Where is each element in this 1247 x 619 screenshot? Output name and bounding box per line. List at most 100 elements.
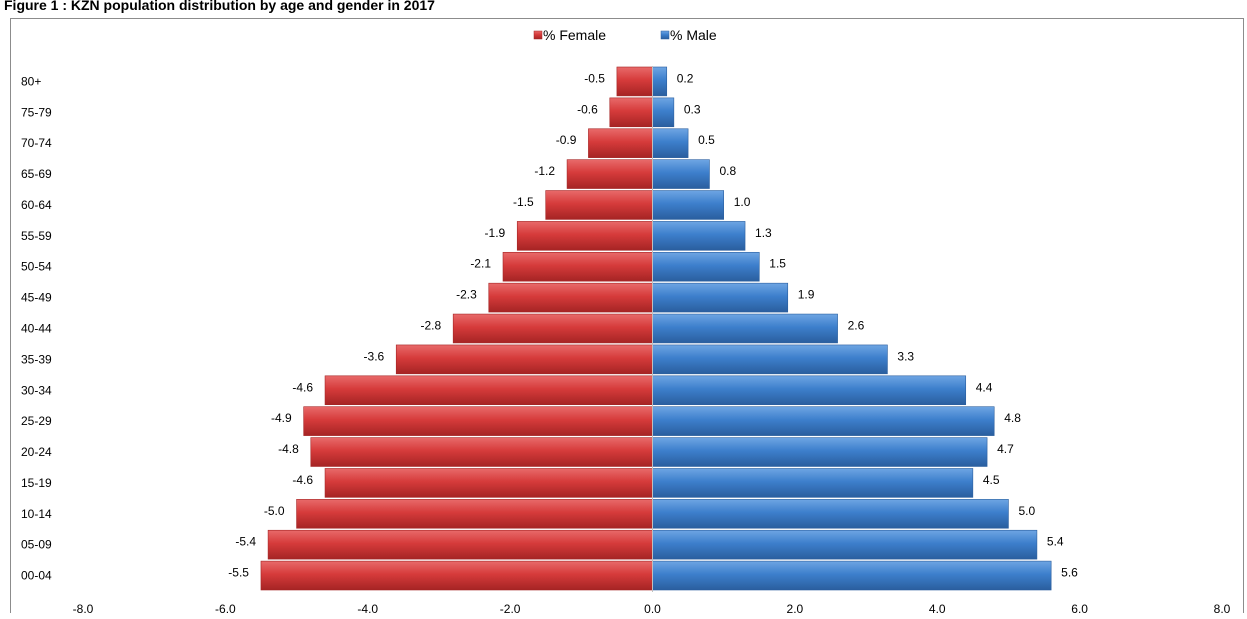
female-bar	[566, 159, 653, 189]
category-label: 60-64	[21, 198, 52, 212]
male-data-label: 5.0	[1018, 504, 1035, 518]
male-bar	[652, 128, 689, 158]
category-label: 10-14	[21, 507, 52, 521]
male-bar	[652, 344, 888, 375]
x-tick-label: -6.0	[215, 602, 236, 616]
x-tick-label: -4.0	[357, 602, 378, 616]
bars: -5.5 5.6 -5.4 5.4 -5.0 5.0 -4.6 4.5 -4.8 4.7 -4.9 4…	[228, 66, 1078, 591]
female-bar	[310, 437, 653, 467]
male-bar	[652, 375, 967, 406]
female-data-label: -5.5	[228, 566, 249, 580]
male-data-label: 4.4	[976, 380, 993, 394]
x-tick-label: 0.0	[644, 602, 661, 616]
x-tick-label: -8.0	[73, 602, 94, 616]
category-label: 70-74	[21, 136, 52, 150]
female-bar	[516, 221, 653, 251]
female-bar	[267, 529, 653, 560]
category-label: 00-04	[21, 569, 52, 583]
female-data-label: -0.9	[556, 133, 577, 147]
female-bar	[616, 66, 653, 97]
female-data-label: -4.6	[292, 473, 313, 487]
male-data-label: 2.6	[848, 319, 865, 333]
female-bar	[488, 282, 653, 313]
female-data-label: -5.0	[264, 504, 285, 518]
male-data-label: 1.0	[734, 195, 751, 209]
male-data-label: 4.8	[1004, 411, 1021, 425]
female-bar	[588, 128, 653, 158]
female-bar	[609, 97, 653, 128]
male-data-label: 4.5	[983, 473, 1000, 487]
male-bar	[652, 282, 789, 313]
female-data-label: -4.6	[292, 380, 313, 394]
female-bar	[502, 251, 653, 282]
chart-title: Figure 1 : KZN population distribution b…	[4, 0, 435, 13]
female-bar	[395, 344, 653, 375]
female-data-label: -4.9	[271, 411, 292, 425]
female-bar	[452, 313, 653, 344]
category-label: 80+	[21, 74, 41, 88]
female-data-label: -1.9	[485, 226, 506, 240]
category-label: 15-19	[21, 476, 52, 490]
female-bar	[296, 499, 653, 529]
male-bar	[652, 159, 710, 189]
legend-female-swatch	[533, 30, 543, 40]
male-bar	[652, 251, 760, 282]
female-bar	[324, 375, 653, 406]
category-label: 40-44	[21, 322, 52, 336]
male-bar	[652, 190, 724, 220]
x-tick-label: 2.0	[787, 602, 804, 616]
male-bar	[652, 499, 1009, 529]
x-tick-label: 4.0	[929, 602, 946, 616]
x-tick-label: -2.0	[500, 602, 521, 616]
female-bar	[324, 468, 653, 498]
male-bar	[652, 468, 974, 498]
male-data-label: 0.8	[719, 164, 736, 178]
category-label: 30-34	[21, 383, 52, 397]
female-data-label: -0.6	[577, 102, 598, 116]
male-data-label: 0.5	[698, 133, 715, 147]
female-bar	[303, 406, 653, 436]
male-data-label: 1.3	[755, 226, 772, 240]
male-bar	[652, 560, 1052, 591]
male-bar	[652, 97, 675, 128]
category-label: 50-54	[21, 260, 52, 274]
female-data-label: -4.8	[278, 442, 299, 456]
male-data-label: 5.4	[1047, 535, 1064, 549]
male-data-label: 5.6	[1061, 566, 1078, 580]
male-data-label: 3.3	[897, 349, 914, 363]
male-bar	[652, 406, 995, 436]
legend-male-swatch	[660, 30, 670, 40]
male-bar	[652, 313, 838, 344]
male-data-label: 0.3	[684, 102, 701, 116]
category-label: 65-69	[21, 167, 52, 181]
female-data-label: -5.4	[235, 535, 256, 549]
x-tick-label: 8.0	[1214, 602, 1231, 616]
male-bar	[652, 437, 988, 467]
chart-frame	[10, 18, 1244, 613]
legend-male-label: % Male	[670, 27, 717, 43]
female-data-label: -1.2	[534, 164, 555, 178]
male-data-label: 1.5	[769, 257, 786, 271]
male-bar	[652, 66, 668, 97]
x-tick-label: 6.0	[1071, 602, 1088, 616]
female-data-label: -2.1	[470, 257, 491, 271]
female-bar	[545, 190, 653, 220]
male-bar	[652, 221, 746, 251]
legend-female-label: % Female	[543, 27, 606, 43]
category-label: 05-09	[21, 538, 52, 552]
female-data-label: -0.5	[584, 71, 605, 85]
male-data-label: 4.7	[997, 442, 1014, 456]
legend: % Female % Male	[533, 27, 717, 43]
male-bar	[652, 529, 1038, 560]
category-label: 20-24	[21, 445, 52, 459]
category-label: 75-79	[21, 105, 52, 119]
axes: 00-04 05-09 10-14 15-19 20-24 25-29 30-34 35-39…	[21, 66, 1231, 616]
female-bar	[260, 560, 653, 591]
category-label: 45-49	[21, 291, 52, 305]
male-data-label: 0.2	[677, 71, 694, 85]
female-data-label: -2.3	[456, 288, 477, 302]
category-label: 55-59	[21, 229, 52, 243]
category-label: 25-29	[21, 414, 52, 428]
female-data-label: -3.6	[364, 349, 385, 363]
